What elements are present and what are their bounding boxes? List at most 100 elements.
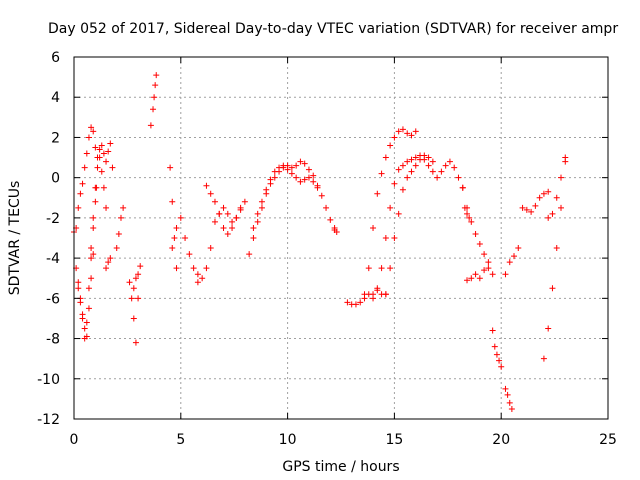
data-point xyxy=(130,315,137,322)
data-point xyxy=(211,218,218,225)
series-s11 xyxy=(169,214,201,278)
data-point xyxy=(152,82,159,89)
data-point xyxy=(502,385,509,392)
data-point xyxy=(190,265,197,272)
data-point xyxy=(476,241,483,248)
data-point xyxy=(135,295,142,302)
data-point xyxy=(493,351,500,358)
data-point xyxy=(75,204,82,211)
data-point xyxy=(395,166,402,173)
data-point xyxy=(442,162,449,169)
data-point xyxy=(147,122,154,129)
data-point xyxy=(100,150,107,157)
data-point xyxy=(75,285,82,292)
data-point xyxy=(399,162,406,169)
series-s10 xyxy=(167,164,180,272)
series-s23 xyxy=(464,265,492,284)
y-tick-label: -10 xyxy=(37,372,60,388)
data-point xyxy=(293,162,300,169)
data-point xyxy=(476,275,483,282)
data-point xyxy=(391,134,398,141)
data-point xyxy=(429,158,436,165)
y-tick-label: 2 xyxy=(51,130,60,146)
data-point xyxy=(177,214,184,221)
series-s3 xyxy=(75,251,97,340)
data-point xyxy=(498,363,505,370)
x-tick-label: 10 xyxy=(279,432,297,448)
data-point xyxy=(237,206,244,213)
data-point xyxy=(378,170,385,177)
data-point xyxy=(361,291,368,298)
data-point xyxy=(352,301,359,308)
data-point xyxy=(489,327,496,334)
data-point xyxy=(85,285,92,292)
data-point xyxy=(404,130,411,137)
data-point xyxy=(545,325,552,332)
series-s16 xyxy=(331,226,340,235)
data-point xyxy=(297,158,304,165)
data-point xyxy=(434,174,441,181)
data-point xyxy=(466,214,473,221)
data-point xyxy=(412,162,419,169)
data-point xyxy=(92,184,99,191)
data-point xyxy=(171,235,178,241)
data-point xyxy=(258,198,265,205)
series-s20 xyxy=(382,152,436,298)
data-point xyxy=(229,218,236,225)
data-point xyxy=(382,291,389,298)
data-point xyxy=(103,204,110,211)
data-point xyxy=(464,277,471,284)
data-point xyxy=(220,204,227,211)
data-point xyxy=(211,198,218,205)
data-point xyxy=(558,174,565,181)
data-point xyxy=(105,259,112,266)
data-point xyxy=(85,134,92,141)
data-point xyxy=(194,271,201,278)
data-point xyxy=(549,285,556,292)
x-tick-label: 5 xyxy=(176,432,185,448)
data-point xyxy=(98,142,105,149)
data-point xyxy=(365,265,372,272)
data-point xyxy=(75,279,82,286)
data-point xyxy=(387,265,394,272)
data-point xyxy=(438,168,445,175)
y-tick-label: -4 xyxy=(46,251,60,267)
data-point xyxy=(481,267,488,274)
y-tick-label: 4 xyxy=(51,90,60,106)
data-point xyxy=(459,184,466,191)
data-point xyxy=(132,275,139,282)
data-point xyxy=(233,214,240,221)
series-s5 xyxy=(103,255,114,272)
data-point xyxy=(169,198,176,205)
data-point xyxy=(391,180,398,187)
data-point xyxy=(506,259,513,266)
data-point xyxy=(549,210,556,217)
data-point xyxy=(246,251,253,258)
data-point xyxy=(485,259,492,266)
data-point xyxy=(489,271,496,278)
data-point xyxy=(408,132,415,139)
y-axis-label: SDTVAR / TECUs xyxy=(7,181,23,296)
data-point xyxy=(271,168,278,175)
data-point xyxy=(382,235,389,241)
data-point xyxy=(98,168,105,175)
data-point xyxy=(468,218,475,225)
data-point xyxy=(250,224,257,231)
data-point xyxy=(408,168,415,175)
data-point xyxy=(120,204,127,211)
data-point xyxy=(79,311,86,318)
grid xyxy=(74,57,608,419)
data-marks xyxy=(71,72,569,412)
series-s18 xyxy=(361,126,419,298)
data-point xyxy=(472,271,479,278)
data-point xyxy=(374,190,381,197)
data-point xyxy=(318,192,325,199)
data-point xyxy=(408,156,415,163)
plot-frame xyxy=(73,56,609,420)
data-point xyxy=(370,295,377,302)
data-point xyxy=(194,279,201,286)
data-point xyxy=(105,148,112,155)
data-point xyxy=(81,325,88,332)
x-tick-label: 25 xyxy=(599,432,617,448)
data-point xyxy=(545,214,552,221)
